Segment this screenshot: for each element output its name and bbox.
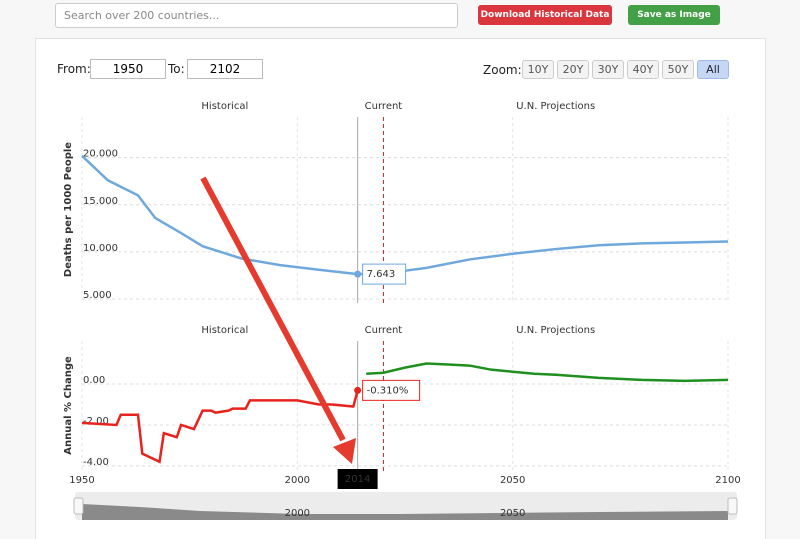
series-line bbox=[81, 154, 729, 276]
navigator-handle[interactable] bbox=[727, 497, 738, 515]
from-label: From: bbox=[57, 62, 91, 76]
series-line bbox=[81, 390, 359, 464]
crosshair-label: 2014 bbox=[345, 474, 370, 485]
y-axis-title: Annual % Change bbox=[63, 356, 74, 455]
y-tick-label: 5.000 bbox=[83, 290, 112, 301]
x-tick-label: 2100 bbox=[715, 475, 740, 486]
zoom-button[interactable]: 50Y bbox=[662, 60, 694, 79]
y-tick-label: 20.000 bbox=[83, 149, 118, 160]
from-input[interactable]: 1950 bbox=[90, 59, 166, 79]
y-tick-label: -2.00 bbox=[83, 416, 109, 427]
navigator-area bbox=[82, 504, 728, 520]
to-input[interactable]: 2102 bbox=[187, 59, 263, 79]
tooltip-label: 7.643 bbox=[367, 269, 396, 280]
tooltip-label: -0.310% bbox=[367, 385, 409, 396]
section-label: U.N. Projections bbox=[516, 325, 595, 336]
navigator-label: 2000 bbox=[285, 508, 310, 519]
section-label: Current bbox=[365, 101, 403, 112]
y-tick-label: 10.000 bbox=[83, 243, 118, 254]
section-label: Current bbox=[365, 325, 403, 336]
crosshair-box bbox=[337, 469, 378, 489]
section-label: Historical bbox=[201, 325, 248, 336]
zoom-label: Zoom: bbox=[483, 63, 522, 77]
download-button[interactable]: Download Historical Data bbox=[478, 5, 612, 25]
x-tick-label: 2000 bbox=[285, 475, 310, 486]
navigator-handle[interactable] bbox=[73, 497, 84, 515]
zoom-button[interactable]: 20Y bbox=[557, 60, 589, 79]
series-line bbox=[366, 362, 729, 383]
zoom-button[interactable]: All bbox=[697, 60, 729, 79]
search-input[interactable]: Search over 200 countries... bbox=[55, 3, 458, 28]
y-axis-title: Deaths per 1000 People bbox=[63, 142, 74, 277]
y-tick-label: 0.00 bbox=[83, 375, 105, 386]
save-image-button[interactable]: Save as Image bbox=[628, 5, 720, 25]
tooltip bbox=[362, 379, 421, 401]
y-tick-label: -4.00 bbox=[83, 457, 109, 468]
section-label: Historical bbox=[201, 101, 248, 112]
zoom-button[interactable]: 30Y bbox=[592, 60, 624, 79]
x-tick-label: 2050 bbox=[500, 475, 525, 486]
point-marker bbox=[354, 386, 362, 394]
chart-panel bbox=[35, 38, 766, 539]
zoom-button[interactable]: 10Y bbox=[522, 60, 554, 79]
tooltip bbox=[362, 263, 407, 285]
point-marker bbox=[354, 270, 362, 278]
zoom-button[interactable]: 40Y bbox=[627, 60, 659, 79]
y-tick-label: 15.000 bbox=[83, 196, 118, 207]
annotation-arrowhead bbox=[333, 438, 356, 464]
annotation-arrow bbox=[200, 176, 346, 442]
to-label: To: bbox=[168, 62, 185, 76]
navigator-label: 2050 bbox=[500, 508, 525, 519]
x-tick-label: 1950 bbox=[69, 475, 94, 486]
section-label: U.N. Projections bbox=[516, 101, 595, 112]
